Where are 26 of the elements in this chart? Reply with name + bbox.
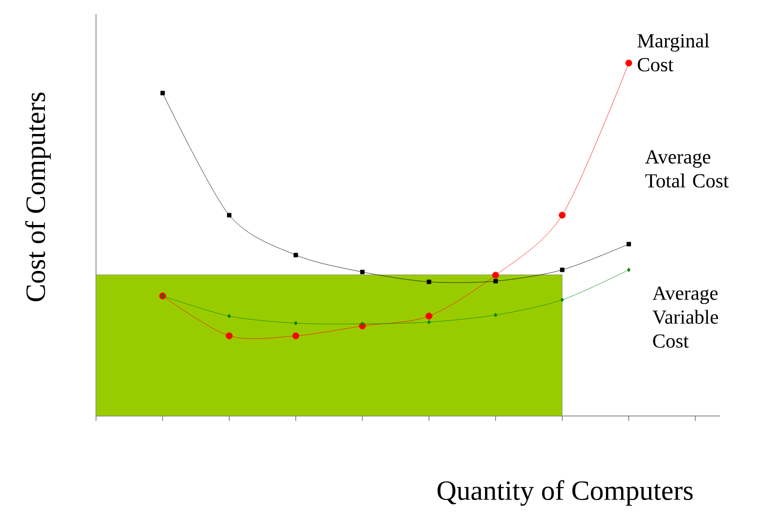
point bbox=[292, 332, 300, 340]
point bbox=[294, 320, 298, 326]
point bbox=[560, 268, 564, 272]
point bbox=[160, 90, 165, 96]
point bbox=[626, 242, 631, 246]
point bbox=[558, 212, 566, 219]
x-axis-title: Quantity of Computers bbox=[438, 480, 693, 506]
point bbox=[227, 212, 232, 218]
point bbox=[560, 298, 564, 302]
point bbox=[426, 312, 432, 320]
series-label: Average Variable Cost bbox=[652, 286, 718, 348]
point bbox=[294, 252, 298, 258]
point bbox=[226, 332, 233, 340]
point bbox=[427, 320, 431, 324]
point bbox=[228, 314, 231, 318]
point bbox=[493, 278, 498, 284]
point bbox=[360, 322, 364, 326]
point bbox=[426, 280, 432, 284]
text: Average Total Cost bbox=[645, 150, 729, 188]
series-label: Marginal Cost bbox=[638, 33, 710, 72]
point bbox=[360, 270, 365, 274]
point bbox=[627, 268, 630, 272]
point bbox=[625, 60, 632, 66]
point bbox=[494, 312, 498, 318]
y-axis-title: Cost of Computers bbox=[25, 92, 51, 302]
point bbox=[492, 272, 499, 279]
